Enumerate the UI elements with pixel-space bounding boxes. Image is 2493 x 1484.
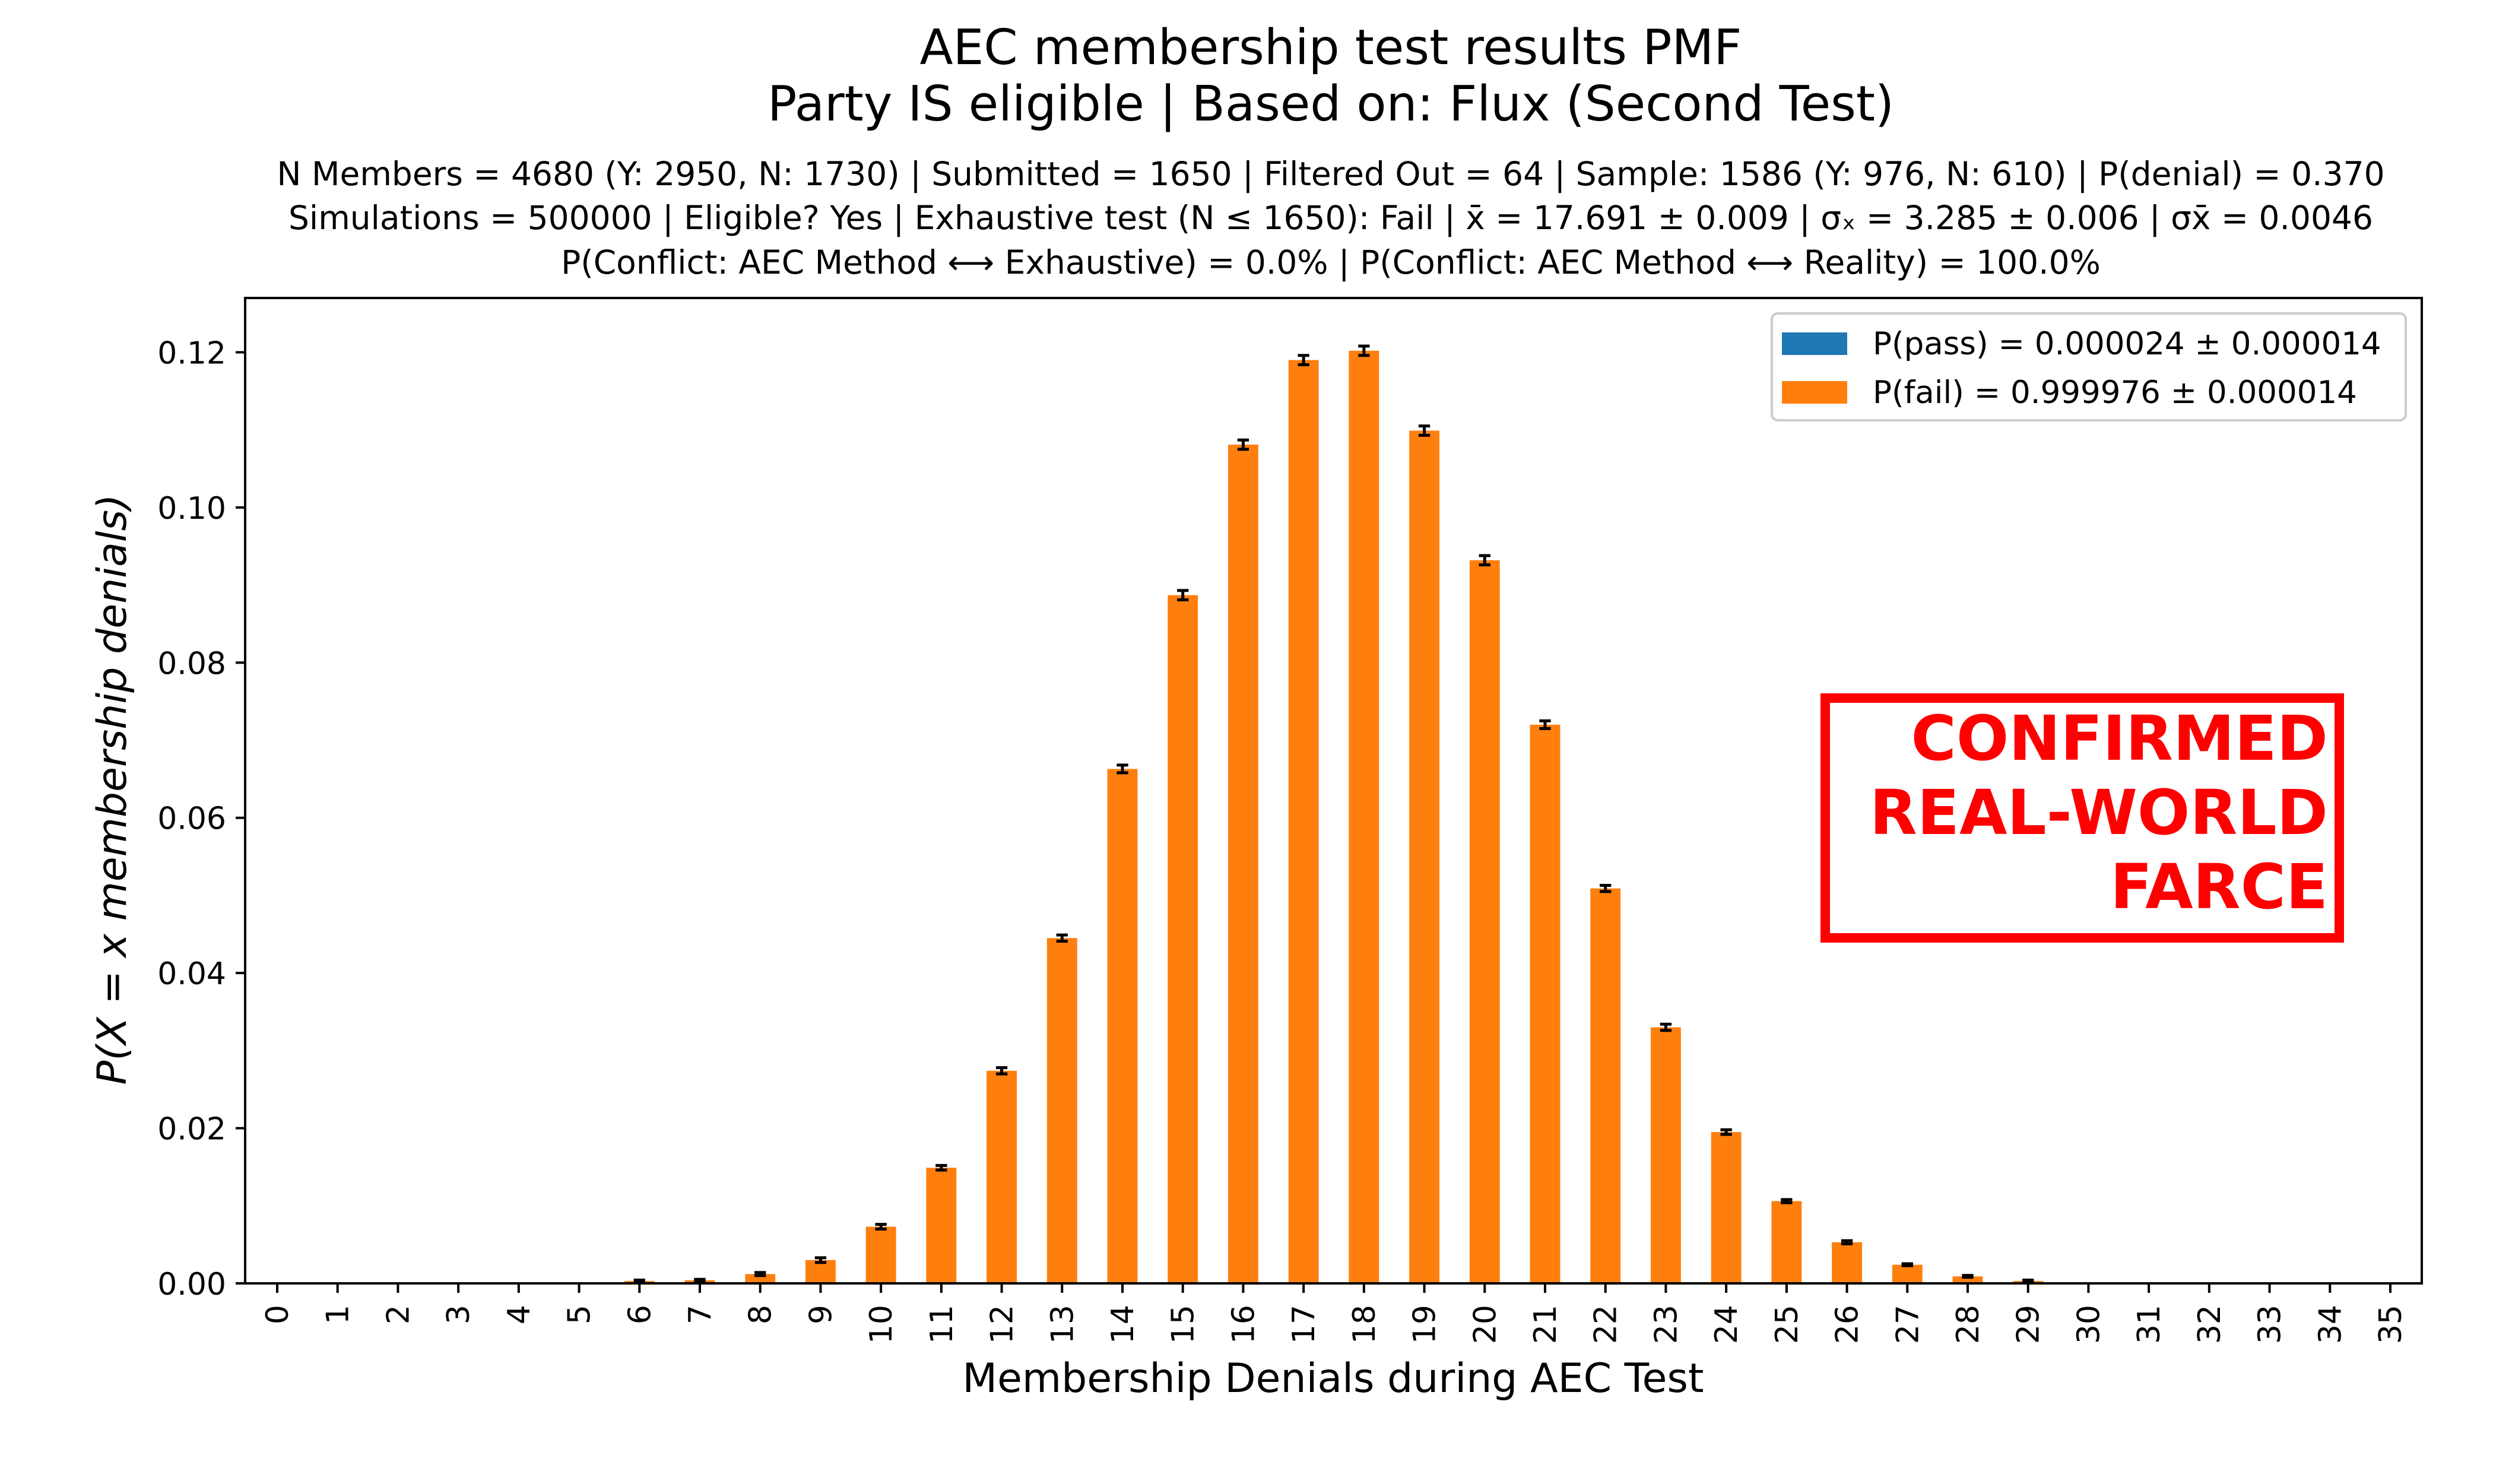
- bar-fail: [1530, 724, 1560, 1283]
- bar-fail: [1590, 888, 1621, 1283]
- x-tick-label: 9: [803, 1305, 839, 1324]
- stamp-line-3: FARCE: [2110, 851, 2328, 923]
- bar-fail: [1288, 360, 1319, 1284]
- bar-fail: [1952, 1276, 1983, 1283]
- bar-fail: [987, 1070, 1017, 1283]
- info-line-2: Simulations = 500000 | Eligible? Yes | E…: [288, 199, 2373, 237]
- x-axis-label: Membership Denials during AEC Test: [962, 1355, 1704, 1402]
- bar-fail: [1711, 1132, 1742, 1283]
- x-tick-label: 8: [743, 1305, 779, 1324]
- x-tick-label: 16: [1226, 1305, 1261, 1344]
- x-tick-label: 13: [1045, 1305, 1080, 1344]
- bar-fail: [1409, 430, 1439, 1283]
- x-tick-label: 27: [1890, 1305, 1926, 1344]
- bar-fail: [1107, 769, 1138, 1283]
- y-tick-label: 0.04: [157, 956, 226, 992]
- x-tick-label: 4: [502, 1305, 537, 1324]
- y-tick-label: 0.12: [157, 335, 226, 371]
- stamp-line-1: CONFIRMED: [1911, 702, 2328, 775]
- y-tick-label: 0.02: [157, 1112, 226, 1147]
- bar-fail: [1832, 1242, 1862, 1283]
- x-tick-label: 32: [2192, 1305, 2228, 1344]
- x-tick-label: 20: [1467, 1305, 1503, 1344]
- x-tick-label: 33: [2253, 1305, 2288, 1344]
- x-tick-label: 35: [2373, 1305, 2409, 1344]
- bar-fail: [1771, 1201, 1802, 1283]
- x-tick-label: 1: [321, 1305, 356, 1324]
- bar-fail: [1469, 560, 1500, 1283]
- legend-label-pass: P(pass) = 0.000024 ± 0.000014: [1873, 326, 2381, 362]
- x-tick-label: 29: [2011, 1305, 2047, 1344]
- x-tick-label: 15: [1166, 1305, 1201, 1344]
- x-tick-label: 18: [1347, 1305, 1382, 1344]
- x-tick-label: 7: [683, 1305, 718, 1324]
- x-tick-label: 3: [441, 1305, 477, 1324]
- chart-title: AEC membership test results PMF: [920, 20, 1742, 76]
- bar-fail: [745, 1274, 776, 1283]
- legend-swatch-pass: [1782, 332, 1847, 355]
- x-tick-label: 6: [622, 1305, 658, 1324]
- x-tick-label: 17: [1286, 1305, 1322, 1344]
- x-tick-label: 23: [1648, 1305, 1684, 1344]
- x-tick-label: 25: [1769, 1305, 1805, 1344]
- y-tick-label: 0.08: [157, 646, 226, 681]
- x-tick-label: 31: [2132, 1305, 2167, 1344]
- legend-swatch-fail: [1782, 381, 1847, 404]
- x-tick-label: 12: [985, 1305, 1020, 1344]
- bar-fail: [1651, 1027, 1681, 1283]
- legend-label-fail: P(fail) = 0.999976 ± 0.000014: [1873, 375, 2357, 411]
- x-tick-label: 19: [1407, 1305, 1443, 1344]
- chart-subtitle: Party IS eligible | Based on: Flux (Seco…: [767, 76, 1894, 132]
- farce-stamp: CONFIRMED REAL-WORLD FARCE: [1820, 693, 2344, 943]
- legend-box: [1771, 312, 2407, 421]
- x-tick-label: 10: [864, 1305, 899, 1344]
- x-tick-label: 26: [1830, 1305, 1866, 1344]
- x-tick-label: 2: [380, 1305, 416, 1324]
- bar-fail: [1892, 1264, 1923, 1283]
- stamp-line-2: REAL-WORLD: [1870, 776, 2328, 849]
- x-tick-label: 14: [1105, 1305, 1141, 1344]
- x-tick-label: 0: [260, 1305, 296, 1324]
- x-tick-label: 11: [924, 1305, 960, 1344]
- legend: P(pass) = 0.000024 ± 0.000014 P(fail) = …: [1771, 312, 2407, 421]
- x-tick-label: 28: [1950, 1305, 1986, 1344]
- x-tick-label: 21: [1528, 1305, 1563, 1344]
- bar-fail: [1168, 595, 1198, 1283]
- x-tick-label: 22: [1588, 1305, 1624, 1344]
- bar-fail: [805, 1260, 836, 1283]
- y-tick-label: 0.10: [157, 491, 226, 527]
- info-line-1: N Members = 4680 (Y: 2950, N: 1730) | Su…: [277, 155, 2384, 194]
- bar-fail: [865, 1226, 896, 1283]
- stamp-border: [1820, 693, 2344, 943]
- info-line-3: P(Conflict: AEC Method ⟷ Exhaustive) = 0…: [561, 243, 2101, 282]
- x-tick-label: 5: [562, 1305, 598, 1324]
- y-tick-label: 0.00: [157, 1267, 226, 1302]
- y-tick-label: 0.06: [157, 801, 226, 837]
- x-tick-label: 30: [2071, 1305, 2107, 1344]
- plot-area: 0 1 2 3 4 5 6 7 8 9 10 11 12 13 14 15 16 17 18 19 20 21 22 23 24…: [157, 335, 2409, 1344]
- x-tick-label: 24: [1709, 1305, 1745, 1344]
- bar-fail: [1046, 938, 1077, 1283]
- bar-fail: [926, 1168, 957, 1283]
- bar-fail: [1228, 445, 1258, 1284]
- bar-fail: [1349, 350, 1379, 1284]
- y-axis-label: P(X = x membership denials): [89, 494, 136, 1085]
- plot-frame: [244, 297, 2423, 1285]
- x-tick-label: 34: [2313, 1305, 2348, 1344]
